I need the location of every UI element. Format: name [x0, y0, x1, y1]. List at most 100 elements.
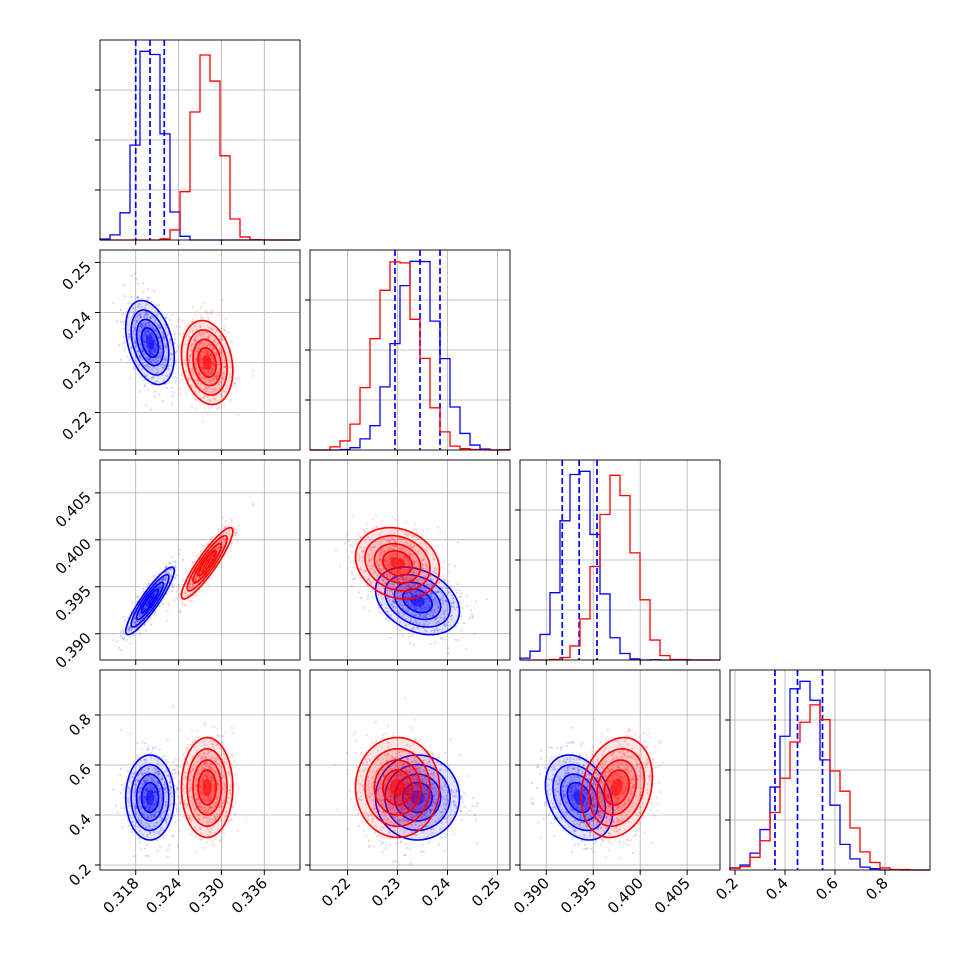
scatter-point	[157, 324, 160, 327]
scatter-point	[147, 619, 150, 622]
scatter-point	[169, 573, 172, 577]
scatter-point	[436, 629, 439, 632]
scatter-point	[153, 613, 156, 616]
scatter-point	[354, 576, 357, 579]
scatter-point	[133, 855, 136, 858]
scatter-point	[145, 321, 148, 324]
scatter-point	[139, 390, 142, 393]
scatter-point	[223, 404, 226, 407]
scatter-point	[136, 296, 139, 299]
scatter-point	[207, 318, 210, 321]
scatter-point	[165, 576, 168, 579]
scatter-point	[166, 760, 170, 763]
scatter-point	[334, 549, 337, 552]
scatter-point	[406, 582, 409, 586]
scatter-point	[150, 315, 153, 318]
scatter-point	[221, 541, 224, 544]
scatter-point	[211, 378, 214, 381]
scatter-point	[164, 566, 168, 569]
scatter-point	[198, 326, 201, 329]
scatter-point	[214, 389, 217, 393]
scatter-point	[421, 613, 424, 616]
scatter-point	[174, 820, 177, 824]
scatter-point	[142, 608, 146, 611]
scatter-point	[211, 335, 214, 338]
scatter-point	[165, 387, 168, 390]
scatter-point	[199, 376, 202, 379]
scatter-point	[223, 329, 226, 332]
scatter-point	[429, 643, 432, 646]
scatter-point	[153, 592, 156, 595]
scatter-point	[175, 758, 178, 761]
scatter-point	[144, 629, 147, 632]
scatter-point	[430, 592, 433, 595]
scatter-point	[215, 353, 218, 356]
scatter-point	[427, 606, 430, 609]
scatter-point	[142, 282, 145, 285]
scatter-point	[211, 327, 214, 331]
scatter-point	[135, 626, 138, 629]
scatter-point	[415, 593, 418, 596]
scatter-point	[145, 311, 148, 314]
scatter-point	[148, 321, 151, 324]
scatter-point	[221, 389, 224, 392]
scatter-point	[168, 562, 171, 565]
scatter-point	[198, 372, 201, 375]
scatter-point	[374, 514, 378, 517]
scatter-point	[373, 581, 376, 584]
scatter-point	[136, 282, 140, 285]
scatter-point	[407, 586, 410, 589]
scatter-point	[443, 617, 446, 620]
scatter-point	[405, 578, 408, 581]
scatter-point	[158, 393, 161, 396]
scatter-point	[199, 382, 202, 385]
scatter-point	[194, 314, 197, 317]
scatter-point	[388, 583, 391, 586]
scatter-point	[218, 406, 221, 409]
scatter-point	[178, 818, 182, 822]
scatter-point	[164, 346, 167, 350]
scatter-point	[425, 612, 429, 615]
scatter-point	[133, 307, 136, 310]
scatter-point	[219, 539, 222, 542]
scatter-point	[399, 572, 402, 575]
scatter-point	[211, 387, 214, 390]
scatter-point	[234, 528, 238, 531]
scatter-point	[418, 614, 421, 617]
scatter-point	[397, 612, 400, 615]
scatter-point	[163, 345, 166, 348]
scatter-point	[213, 389, 216, 392]
scatter-point	[397, 595, 400, 598]
scatter-point	[214, 331, 217, 334]
scatter-point	[443, 623, 447, 627]
scatter-point	[140, 614, 143, 617]
scatter-point	[377, 593, 380, 597]
scatter-point	[190, 586, 193, 589]
scatter-point	[471, 615, 474, 618]
scatter-point	[251, 502, 255, 505]
scatter-point	[194, 399, 198, 402]
scatter-point	[420, 609, 423, 612]
scatter-point	[445, 600, 448, 603]
scatter-point	[199, 325, 202, 328]
scatter-point	[409, 586, 412, 589]
scatter-point	[128, 328, 131, 331]
scatter-point	[158, 585, 161, 589]
scatter-point	[220, 351, 223, 354]
scatter-point	[212, 363, 215, 366]
scatter-point	[217, 384, 221, 387]
scatter-point	[138, 302, 141, 306]
scatter-point	[405, 601, 408, 604]
scatter-point	[140, 347, 143, 350]
scatter-point	[224, 519, 227, 523]
scatter-point	[450, 614, 453, 617]
scatter-point	[404, 595, 407, 598]
scatter-point	[212, 379, 215, 382]
scatter-point	[215, 354, 218, 357]
scatter-point	[444, 599, 447, 603]
scatter-point	[455, 591, 459, 595]
scatter-point	[144, 375, 148, 378]
scatter-point	[224, 384, 228, 387]
scatter-point	[147, 324, 150, 327]
scatter-point	[144, 345, 147, 348]
